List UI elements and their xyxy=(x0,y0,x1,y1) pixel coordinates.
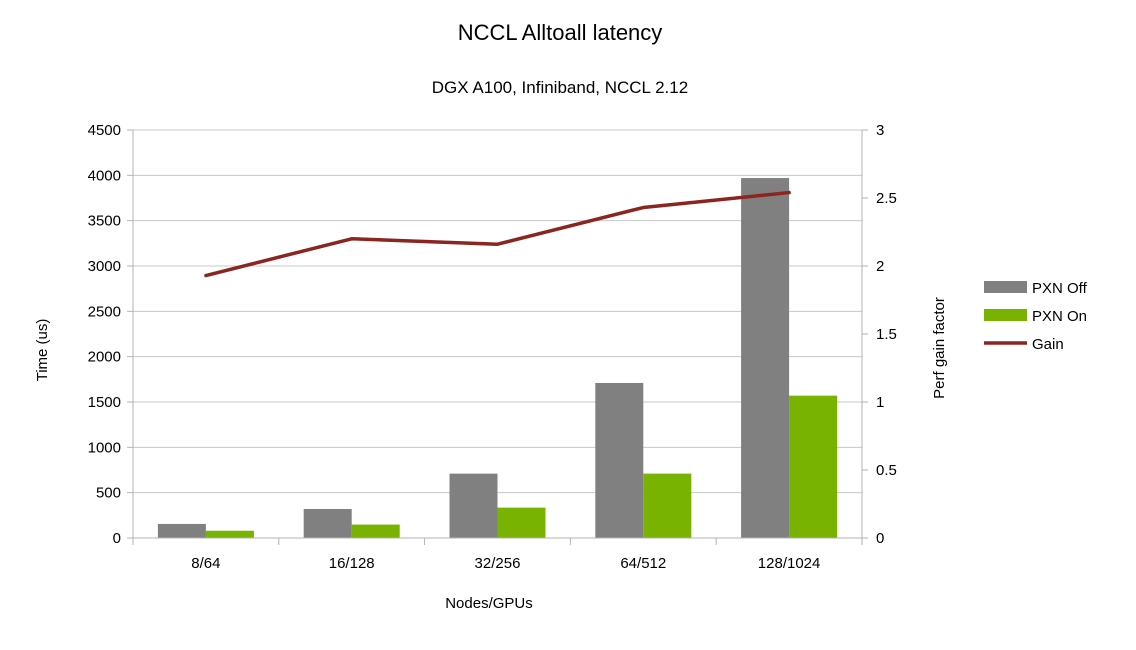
y-tick-label: 0 xyxy=(113,530,121,547)
x-tick-label: 128/1024 xyxy=(758,555,821,572)
y-tick-label: 3500 xyxy=(88,213,121,230)
y2-tick-label: 1.5 xyxy=(876,326,897,343)
y-tick-label: 2000 xyxy=(88,349,121,366)
y2-tick-label: 2 xyxy=(876,258,884,275)
legend: PXN Off PXN On Gain xyxy=(984,280,1088,353)
bar-pxn-off xyxy=(157,523,206,538)
y2-tick-label: 2.5 xyxy=(876,190,897,207)
y-axis-label: Time (us) xyxy=(34,319,51,382)
chart-title: NCCL Alltoall latency xyxy=(458,20,663,45)
axes xyxy=(127,129,868,545)
chart-subtitle: DGX A100, Infiniband, NCCL 2.12 xyxy=(432,78,688,97)
y2-tick-labels: 0 0.5 1 1.5 2 2.5 3 xyxy=(876,122,897,547)
x-tick-labels: 8/64 16/128 32/256 64/512 128/1024 xyxy=(191,555,820,572)
y2-axis-label: Perf gain factor xyxy=(931,297,948,399)
bar-pxn-on xyxy=(497,507,546,538)
gain-line xyxy=(204,190,791,278)
y-tick-labels: 0 500 1000 1500 2000 2500 3000 3500 4000 4500 xyxy=(88,122,121,547)
y-tick-label: 3000 xyxy=(88,258,121,275)
bar-pxn-on xyxy=(205,530,254,538)
y-tick-label: 1500 xyxy=(88,394,121,411)
bar-pxn-off xyxy=(595,382,644,538)
x-tick-label: 16/128 xyxy=(329,555,375,572)
bar-pxn-off xyxy=(741,178,790,538)
legend-swatch xyxy=(984,281,1027,293)
bar-pxn-on xyxy=(643,473,692,538)
x-tick-label: 32/256 xyxy=(475,555,521,572)
bars xyxy=(157,178,838,538)
gain-line-group xyxy=(204,190,791,278)
y2-tick-label: 0.5 xyxy=(876,462,897,479)
y-tick-label: 4500 xyxy=(88,122,121,139)
x-axis-label: Nodes/GPUs xyxy=(445,595,533,612)
x-tick-label: 64/512 xyxy=(620,555,666,572)
gridlines xyxy=(133,129,862,539)
x-tick-label: 8/64 xyxy=(191,555,220,572)
bar-pxn-off xyxy=(449,473,498,538)
bar-pxn-off xyxy=(303,508,352,538)
y-tick-label: 500 xyxy=(96,485,121,502)
legend-label: Gain xyxy=(1032,336,1064,353)
y-tick-label: 4000 xyxy=(88,167,121,184)
y2-tick-label: 0 xyxy=(876,530,884,547)
legend-label: PXN On xyxy=(1032,308,1087,325)
legend-label: PXN Off xyxy=(1032,280,1088,297)
bar-pxn-on xyxy=(351,524,400,538)
y-tick-label: 1000 xyxy=(88,439,121,456)
legend-swatch xyxy=(984,309,1027,321)
y2-tick-label: 3 xyxy=(876,122,884,139)
y-tick-label: 2500 xyxy=(88,303,121,320)
y2-tick-label: 1 xyxy=(876,394,884,411)
bar-pxn-on xyxy=(789,395,838,538)
